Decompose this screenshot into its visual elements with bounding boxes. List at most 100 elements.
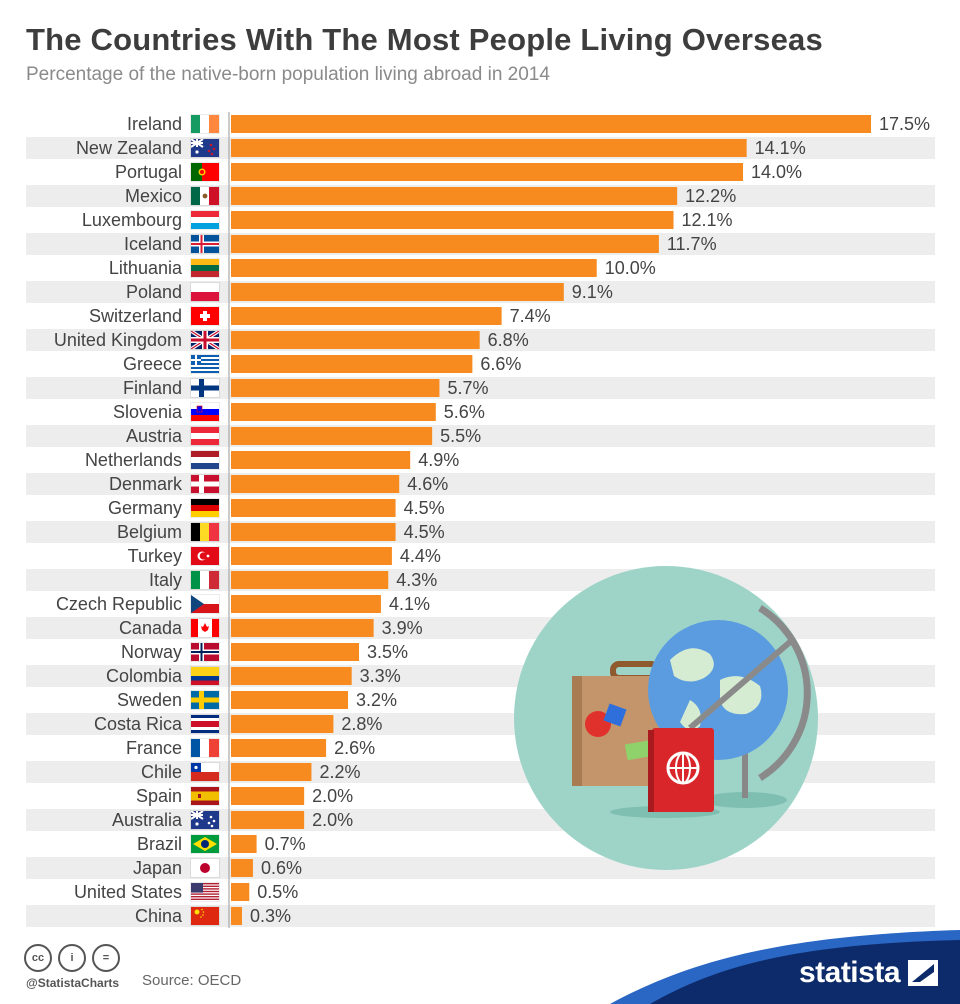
footer-wave xyxy=(640,938,960,1004)
category-label: Greece xyxy=(122,354,182,374)
bar-japan xyxy=(231,859,253,877)
bar-sweden xyxy=(231,691,349,709)
bar-brazil xyxy=(231,835,257,853)
category-label: Switzerland xyxy=(88,306,182,326)
luxembourg-flag-icon xyxy=(191,211,219,229)
belgium-flag-icon xyxy=(191,523,219,541)
australia-flag-icon xyxy=(191,811,219,829)
bar-belgium xyxy=(231,523,396,541)
category-label: Austria xyxy=(125,426,182,446)
value-label: 0.3% xyxy=(249,906,291,926)
bar-switzerland xyxy=(231,307,502,325)
category-label: Finland xyxy=(122,378,182,398)
statista-logo-icon xyxy=(908,960,938,986)
value-label: 12.2% xyxy=(685,186,737,206)
united-kingdom-flag-icon xyxy=(191,331,219,349)
category-label: Lithuania xyxy=(108,258,182,278)
category-label: Luxembourg xyxy=(81,210,182,230)
row-stripe xyxy=(26,905,935,927)
category-label: Mexico xyxy=(124,186,182,206)
value-label: 0.5% xyxy=(257,882,299,902)
austria-flag-icon xyxy=(191,427,219,445)
source-text: Source: OECD xyxy=(142,972,242,989)
bar-united-kingdom xyxy=(231,331,480,349)
category-label: Iceland xyxy=(123,234,182,254)
bar-poland xyxy=(231,283,564,301)
denmark-flag-icon xyxy=(191,475,219,493)
bar-france xyxy=(231,739,327,757)
bar-slovenia xyxy=(231,403,436,421)
category-label: Portugal xyxy=(114,162,182,182)
category-label: Norway xyxy=(120,642,182,662)
statista-logo-text[interactable]: statista xyxy=(798,956,901,989)
travel-illustration-icon xyxy=(514,566,818,870)
chart-title: The Countries With The Most People Livin… xyxy=(26,22,823,57)
value-label: 17.5% xyxy=(879,114,931,134)
value-label: 2.0% xyxy=(312,810,354,830)
bar-costa-rica xyxy=(231,715,334,733)
value-label: 3.9% xyxy=(381,618,423,638)
no-derivatives-icon: = xyxy=(92,944,120,972)
category-label: France xyxy=(125,738,182,758)
bar-china xyxy=(231,907,242,925)
bar-turkey xyxy=(231,547,392,565)
finland-flag-icon xyxy=(191,379,219,397)
value-label: 0.7% xyxy=(264,834,306,854)
bar-united-states xyxy=(231,883,250,901)
bar-netherlands xyxy=(231,451,411,469)
bar-colombia xyxy=(231,667,352,685)
colombia-flag-icon xyxy=(191,667,219,685)
category-label: Poland xyxy=(125,282,182,302)
brazil-flag-icon xyxy=(191,835,219,853)
value-label: 4.3% xyxy=(396,570,438,590)
bar-czech-republic xyxy=(231,595,381,613)
category-label: Costa Rica xyxy=(93,714,182,734)
value-label: 14.0% xyxy=(751,162,803,182)
value-label: 2.6% xyxy=(334,738,376,758)
greece-flag-icon xyxy=(191,355,219,373)
value-label: 4.5% xyxy=(403,498,445,518)
bar-spain xyxy=(231,787,305,805)
category-label: United Kingdom xyxy=(53,330,182,350)
category-label: Denmark xyxy=(108,474,182,494)
value-label: 4.6% xyxy=(407,474,449,494)
value-label: 12.1% xyxy=(681,210,733,230)
bar-luxembourg xyxy=(231,211,674,229)
category-label: Chile xyxy=(140,762,182,782)
japan-flag-icon xyxy=(191,859,219,877)
bar-denmark xyxy=(231,475,400,493)
bar-mexico xyxy=(231,187,678,205)
value-label: 6.6% xyxy=(480,354,522,374)
bar-norway xyxy=(231,643,359,661)
bar-new-zealand xyxy=(231,139,747,157)
category-label: Japan xyxy=(132,858,182,878)
bar-lithuania xyxy=(231,259,597,277)
lithuania-flag-icon xyxy=(191,259,219,277)
portugal-flag-icon xyxy=(191,163,219,181)
netherlands-flag-icon xyxy=(191,451,219,469)
category-label: Turkey xyxy=(127,546,182,566)
category-label: New Zealand xyxy=(75,138,182,158)
slovenia-flag-icon xyxy=(191,403,219,421)
category-label: Italy xyxy=(148,570,182,590)
value-label: 2.0% xyxy=(312,786,354,806)
mexico-flag-icon xyxy=(191,187,219,205)
category-label: Colombia xyxy=(105,666,182,686)
category-label: Brazil xyxy=(136,834,182,854)
license-icons: cc i = xyxy=(24,944,120,972)
value-label: 9.1% xyxy=(571,282,613,302)
costa-rica-flag-icon xyxy=(191,715,219,733)
twitter-handle[interactable]: @StatistaCharts xyxy=(26,976,120,990)
new-zealand-flag-icon xyxy=(191,139,219,157)
category-label: Sweden xyxy=(116,690,182,710)
poland-flag-icon xyxy=(191,283,219,301)
turkey-flag-icon xyxy=(191,547,219,565)
bar-iceland xyxy=(231,235,659,253)
spain-flag-icon xyxy=(191,787,219,805)
value-label: 4.1% xyxy=(388,594,430,614)
category-label: Spain xyxy=(135,786,182,806)
bars xyxy=(231,115,871,925)
attribution-icon: i xyxy=(58,944,86,972)
value-label: 0.6% xyxy=(260,858,302,878)
value-label: 4.9% xyxy=(418,450,460,470)
